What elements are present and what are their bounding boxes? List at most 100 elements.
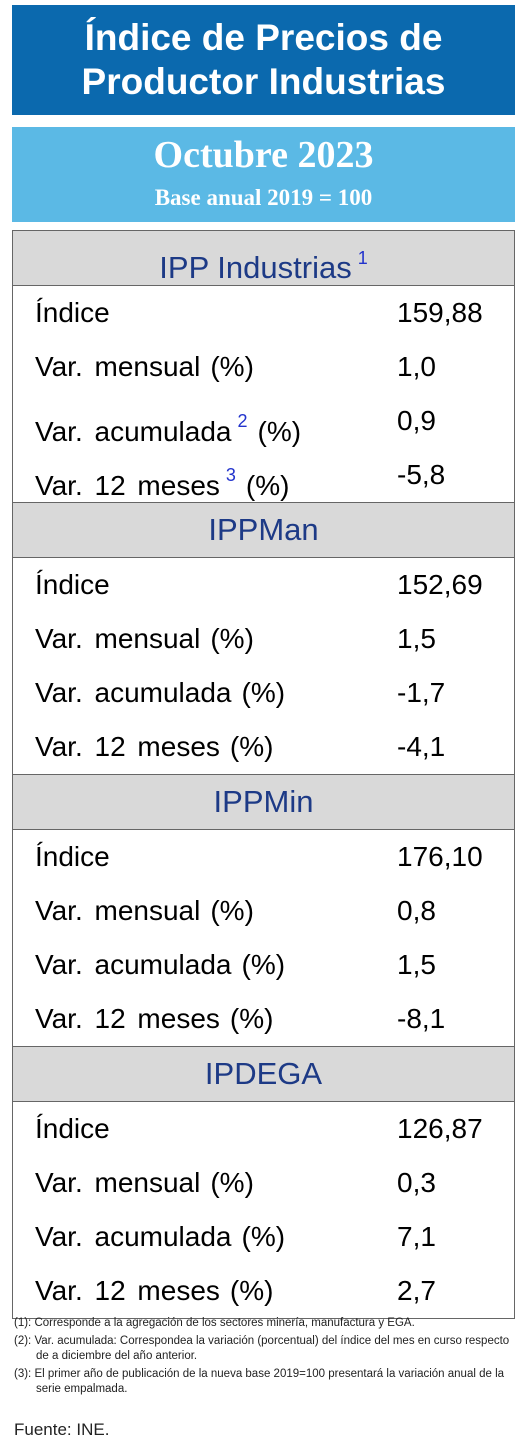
table-row: Var. 12 meses (%) -8,1: [13, 992, 514, 1046]
value: -8,1: [397, 1003, 446, 1034]
value: 176,10: [397, 841, 483, 872]
row-label: Var. 12 meses (%): [35, 992, 273, 1046]
label: Var. 12 meses: [35, 731, 220, 762]
unit: (%): [241, 1221, 286, 1252]
label: Índice: [35, 569, 110, 600]
label: Var. mensual: [35, 1167, 201, 1198]
value: 152,69: [397, 569, 483, 600]
row-label: Índice: [35, 830, 110, 884]
unit: (%): [241, 949, 286, 980]
header: Índice de Precios de Productor Industria…: [12, 5, 515, 115]
label: Var. acumulada: [35, 416, 232, 447]
label: Var. acumulada: [35, 677, 232, 708]
section-name: IPDEGA: [204, 1056, 323, 1091]
label: Var. acumulada: [35, 1221, 232, 1252]
footnote: (3): El primer año de publicación de la …: [14, 1368, 505, 1395]
footnote-ref: 3: [225, 465, 236, 485]
row-label: Var. mensual (%): [35, 340, 254, 394]
label: Var. acumulada: [35, 949, 232, 980]
table-row: Var. 12 meses (%) 2,7: [13, 1264, 514, 1318]
label: Índice: [35, 297, 110, 328]
table-row: Var. acumulada 2 (%) 0,9: [13, 394, 514, 448]
label: Var. 12 meses: [35, 470, 220, 501]
row-label: Índice: [35, 286, 110, 340]
footnote: (2): Var. acumulada: Correspondea la var…: [14, 1335, 510, 1362]
row-label: Var. mensual (%): [35, 1156, 254, 1210]
footnote-ref: 1: [357, 248, 368, 268]
table-row: Índice 152,69: [13, 558, 514, 612]
value: 0,3: [397, 1167, 436, 1198]
value: 126,87: [397, 1113, 483, 1144]
row-label: Var. acumulada 2 (%): [35, 394, 301, 459]
value: -1,7: [397, 677, 446, 708]
row-label: Var. acumulada (%): [35, 1210, 285, 1264]
unit: (%): [210, 351, 254, 382]
title-line: Índice de Precios de: [84, 17, 443, 58]
value: 7,1: [397, 1221, 436, 1252]
row-label: Var. 12 meses (%): [35, 720, 273, 774]
unit: (%): [229, 1003, 274, 1034]
title-line: Productor Industrias: [81, 61, 446, 102]
unit: (%): [241, 677, 286, 708]
table-row: Var. 12 meses 3 (%) -5,8: [13, 448, 514, 502]
footnote-ref: 2: [237, 411, 248, 431]
table-row: Var. mensual (%) 1,5: [13, 612, 514, 666]
unit: (%): [229, 731, 274, 762]
value: 159,88: [397, 297, 483, 328]
section-name: IPP Industrias: [159, 250, 352, 285]
row-label: Var. acumulada (%): [35, 666, 285, 720]
section-header: IPDEGA: [13, 1046, 514, 1102]
value: 1,0: [397, 351, 436, 382]
base: Base anual 2019 = 100: [154, 185, 373, 210]
value: 1,5: [397, 949, 436, 980]
source: Fuente: INE.: [14, 1420, 110, 1439]
unit: (%): [229, 1275, 274, 1306]
label: Índice: [35, 841, 110, 872]
table-row: Var. mensual (%) 1,0: [13, 340, 514, 394]
row-label: Var. acumulada (%): [35, 938, 285, 992]
table-row: Var. mensual (%) 0,3: [13, 1156, 514, 1210]
value: 0,8: [397, 895, 436, 926]
table: IPP Industrias 1 Índice 159,88 Var. mensual (…: [12, 230, 515, 1319]
section-header: IPPMan: [13, 502, 514, 558]
section-name: IPPMan: [208, 512, 319, 547]
table-row: Var. 12 meses (%) -4,1: [13, 720, 514, 774]
label: Var. mensual: [35, 351, 201, 382]
value: -4,1: [397, 731, 446, 762]
label: Var. 12 meses: [35, 1003, 220, 1034]
row-label: Var. 12 meses (%): [35, 1264, 273, 1318]
row-label: Índice: [35, 558, 110, 612]
label: Var. mensual: [35, 623, 201, 654]
section-name: IPPMin: [213, 784, 314, 819]
unit: (%): [210, 895, 254, 926]
label: Índice: [35, 1113, 110, 1144]
value: 1,5: [397, 623, 436, 654]
section-header: IPP Industrias 1: [13, 231, 514, 286]
label: Var. 12 meses: [35, 1275, 220, 1306]
table-row: Índice 126,87: [13, 1102, 514, 1156]
row-label: Var. 12 meses 3 (%): [35, 448, 289, 513]
row-label: Var. mensual (%): [35, 884, 254, 938]
subheader: Octubre 2023 Base anual 2019 = 100: [12, 127, 515, 222]
table-row: Índice 159,88: [13, 286, 514, 340]
section-header: IPPMin: [13, 774, 514, 830]
value: 2,7: [397, 1275, 436, 1306]
row-label: Var. mensual (%): [35, 612, 254, 666]
footnote: (1): Corresponde a la agregación de los …: [14, 1317, 415, 1329]
table-row: Var. acumulada (%) 1,5: [13, 938, 514, 992]
period: Octubre 2023: [153, 134, 374, 176]
label: Var. mensual: [35, 895, 201, 926]
unit: (%): [257, 416, 302, 447]
value: 0,9: [397, 405, 436, 436]
table-row: Var. acumulada (%) 7,1: [13, 1210, 514, 1264]
unit: (%): [210, 623, 254, 654]
unit: (%): [210, 1167, 254, 1198]
table-row: Var. mensual (%) 0,8: [13, 884, 514, 938]
table-row: Índice 176,10: [13, 830, 514, 884]
table-row: Var. acumulada (%) -1,7: [13, 666, 514, 720]
value: -5,8: [397, 459, 446, 490]
row-label: Índice: [35, 1102, 110, 1156]
unit: (%): [245, 470, 290, 501]
footnotes: (1): Corresponde a la agregación de los …: [14, 1316, 514, 1400]
